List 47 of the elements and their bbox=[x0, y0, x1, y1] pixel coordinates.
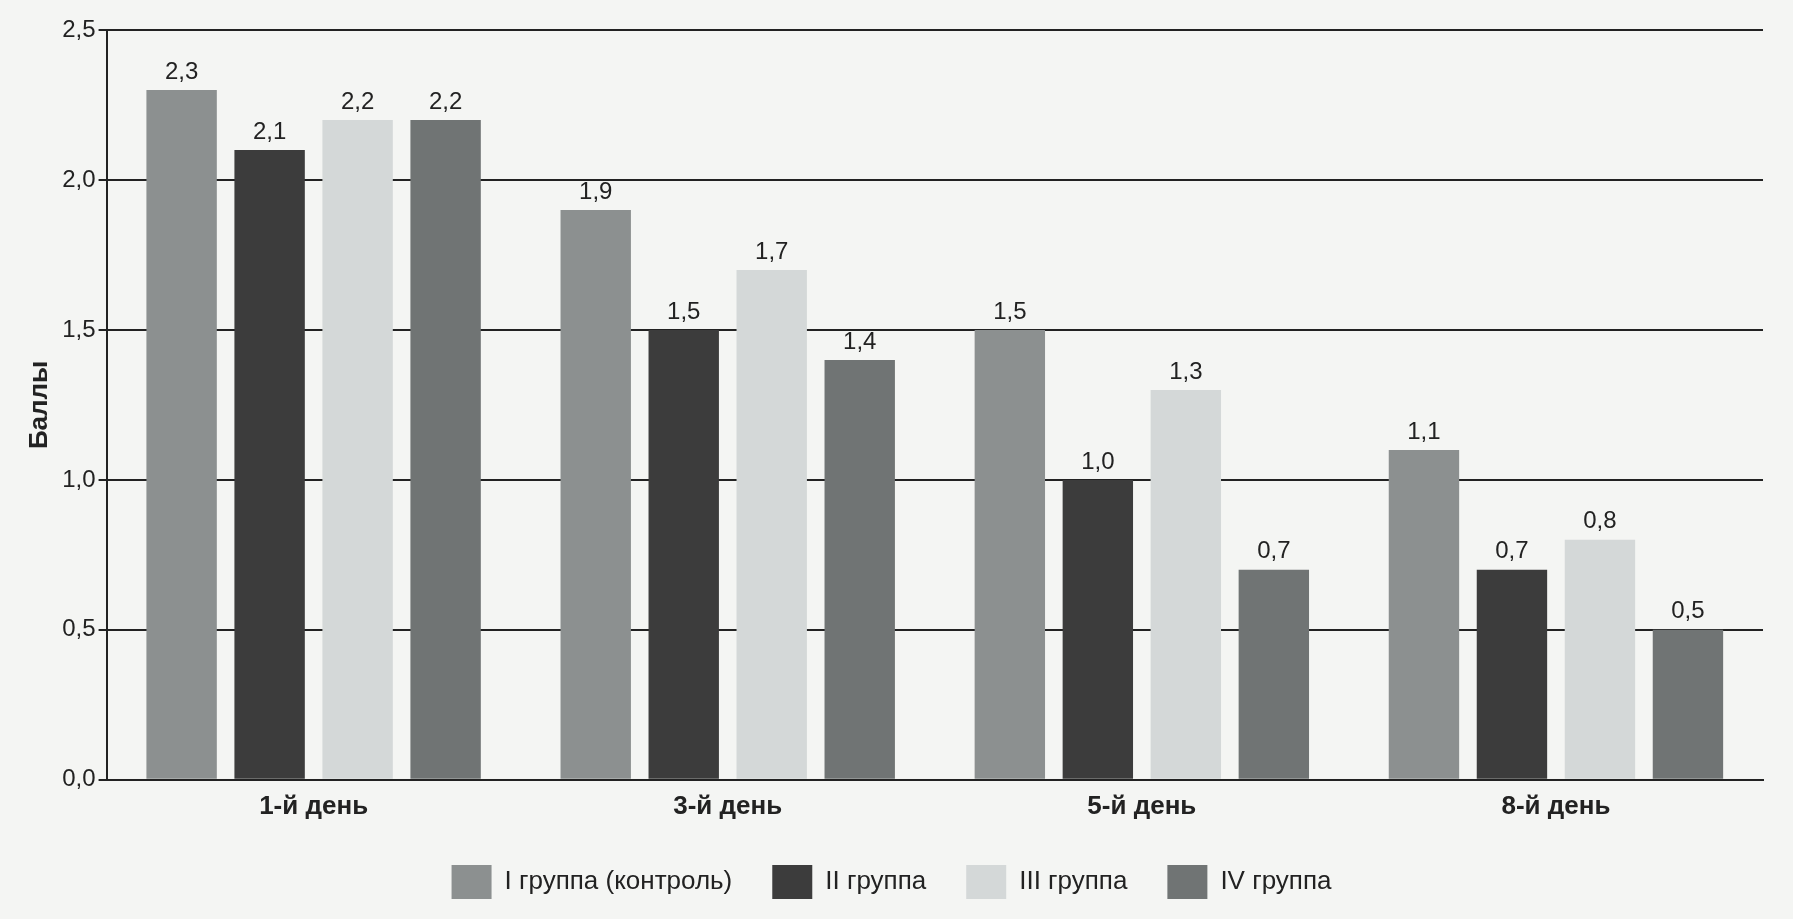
data-label: 1,3 bbox=[1169, 356, 1203, 384]
bar bbox=[322, 119, 393, 779]
bar bbox=[1652, 629, 1724, 779]
data-label: 1,9 bbox=[579, 176, 613, 204]
data-label: 1,0 bbox=[1081, 446, 1115, 474]
legend-label: I группа (контроль) bbox=[504, 865, 733, 896]
bar bbox=[410, 119, 481, 779]
x-tick-label: 1-й день bbox=[259, 789, 369, 820]
bar bbox=[1238, 569, 1310, 779]
x-tick-label: 5-й день bbox=[1087, 789, 1197, 820]
bar bbox=[1062, 479, 1134, 779]
bar bbox=[736, 269, 807, 779]
x-tick-label: 8-й день bbox=[1501, 789, 1611, 820]
x-tick-label: 3-й день bbox=[673, 789, 783, 820]
y-tick-label: 2,5 bbox=[62, 14, 96, 42]
bar bbox=[648, 329, 719, 779]
legend-label: III группа bbox=[1019, 865, 1128, 896]
y-axis-title: Баллы bbox=[22, 360, 53, 450]
data-label: 1,4 bbox=[843, 326, 877, 354]
data-label: 2,1 bbox=[252, 116, 287, 144]
bar bbox=[146, 89, 217, 779]
y-tick-label: 2,0 bbox=[62, 164, 96, 192]
data-label: 1,7 bbox=[755, 236, 789, 264]
legend-label: IV группа bbox=[1220, 865, 1332, 896]
bar bbox=[1388, 449, 1460, 779]
data-label: 0,7 bbox=[1495, 536, 1529, 564]
data-label: 2,2 bbox=[340, 86, 375, 114]
bar bbox=[974, 329, 1046, 779]
bar bbox=[1564, 539, 1636, 779]
legend-label: II группа bbox=[825, 865, 927, 896]
y-tick-label: 0,0 bbox=[62, 764, 96, 792]
data-label: 2,3 bbox=[164, 56, 199, 84]
bar bbox=[824, 359, 895, 779]
data-label: 0,7 bbox=[1257, 536, 1291, 564]
data-label: 0,8 bbox=[1583, 506, 1617, 534]
data-label: 1,1 bbox=[1407, 416, 1441, 444]
data-label: 1,5 bbox=[993, 296, 1027, 324]
y-tick-label: 1,5 bbox=[62, 314, 96, 342]
data-label: 1,5 bbox=[667, 296, 701, 324]
data-label: 2,2 bbox=[428, 86, 463, 114]
bar bbox=[1476, 569, 1548, 779]
bar bbox=[1150, 389, 1222, 779]
bar bbox=[560, 209, 631, 779]
y-tick-label: 1,0 bbox=[62, 464, 96, 492]
bar bbox=[234, 149, 305, 779]
data-label: 0,5 bbox=[1671, 596, 1705, 624]
y-tick-label: 0,5 bbox=[62, 614, 96, 642]
